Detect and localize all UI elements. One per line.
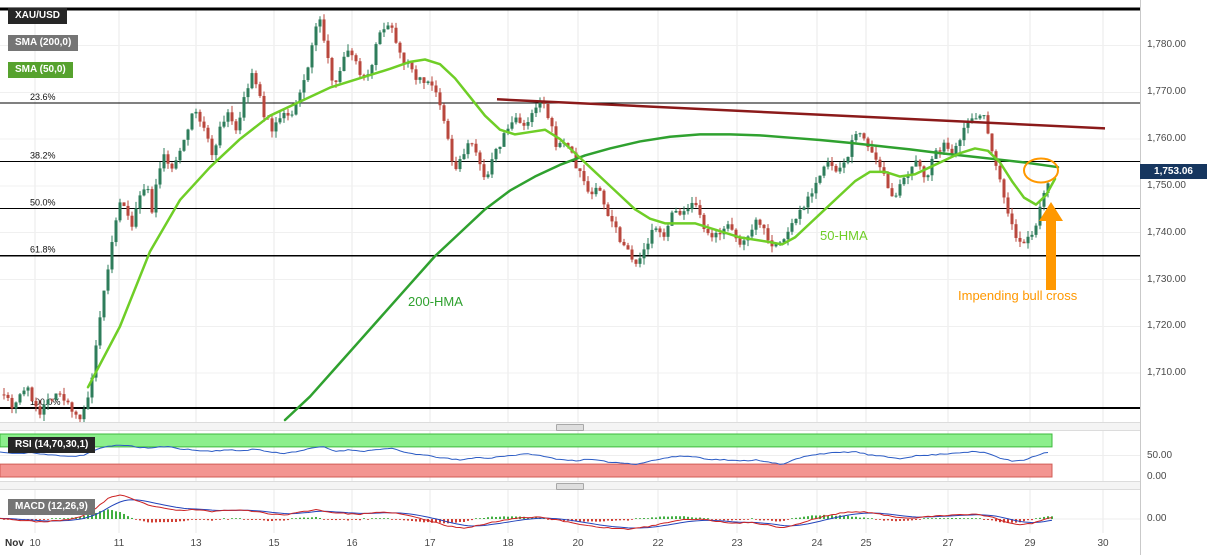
- svg-text:61.8%: 61.8%: [30, 245, 56, 255]
- up-arrow-icon: [1039, 202, 1063, 290]
- time-tick-label: 15: [268, 538, 280, 549]
- macd-tick-label: 0.00: [1147, 513, 1167, 524]
- hma200-line: [283, 133, 1060, 422]
- svg-text:38.2%: 38.2%: [30, 151, 56, 161]
- macd-line: [0, 494, 1053, 531]
- time-tick-label: 29: [1024, 538, 1036, 549]
- fibonacci-levels: 23.6% 38.2% 50.0% 61.8% 100.0%: [0, 7, 1140, 409]
- svg-text:50.0%: 50.0%: [30, 197, 56, 207]
- bull-cross-circle-icon: [1023, 157, 1059, 184]
- time-axis-month-label: Nov: [5, 538, 24, 549]
- rsi-tick-label: 50.00: [1147, 449, 1173, 461]
- time-tick-label: 17: [424, 538, 436, 549]
- price-tick-label: 1,710.00: [1147, 367, 1186, 379]
- bull-cross-annotation-label: Impending bull cross: [958, 288, 1078, 303]
- rsi-tick-label: 0.00: [1147, 471, 1167, 482]
- time-tick-label: 16: [346, 538, 358, 549]
- macd-signal-line: [0, 499, 1053, 529]
- time-tick-label: 25: [860, 538, 872, 549]
- pane-resize-handle-icon[interactable]: [556, 483, 584, 490]
- price-tick-label: 1,750.00: [1147, 179, 1186, 191]
- hma200-annotation-label: 200-HMA: [408, 294, 463, 309]
- grid-lines: [0, 8, 1140, 533]
- pane-separator-macd[interactable]: [0, 481, 1140, 490]
- symbol-badge: XAU/USD: [8, 8, 68, 24]
- time-tick-label: 18: [502, 538, 514, 549]
- rsi-pane: [0, 433, 1140, 478]
- time-tick-label: 27: [942, 538, 954, 549]
- sma50-legend-badge[interactable]: SMA (50,0): [8, 62, 73, 78]
- current-price-badge: 1,753.06: [1140, 164, 1207, 180]
- sma200-legend-badge[interactable]: SMA (200,0): [8, 35, 79, 51]
- price-tick-label: 1,760.00: [1147, 133, 1186, 145]
- hma50-line: [86, 58, 1057, 389]
- time-axis[interactable]: Nov 10 11 13 15 16 17 18 20 22 23 24 25 27 29 30: [0, 533, 1140, 555]
- hma50-annotation-label: 50-HMA: [820, 228, 868, 243]
- time-tick-label: 23: [731, 538, 743, 549]
- time-tick-label: 10: [29, 538, 41, 549]
- rsi-line: [0, 444, 1049, 465]
- price-axis[interactable]: 1,780.00 1,770.00 1,760.00 1,750.00 1,740.00…: [1140, 0, 1207, 555]
- time-tick-label: 24: [811, 538, 823, 549]
- rsi-indicator-badge[interactable]: RSI (14,70,30,1): [8, 437, 96, 453]
- price-tick-label: 1,740.00: [1147, 226, 1186, 238]
- svg-text:23.6%: 23.6%: [30, 92, 56, 102]
- time-tick-label: 13: [190, 538, 202, 549]
- time-tick-label: 11: [113, 538, 125, 549]
- price-tick-label: 1,780.00: [1147, 39, 1186, 51]
- resistance-trendline[interactable]: [496, 98, 1106, 130]
- pane-separator-rsi[interactable]: [0, 422, 1140, 431]
- macd-pane: [0, 494, 1140, 531]
- time-tick-label: 30: [1097, 538, 1109, 549]
- time-tick-label: 22: [652, 538, 664, 549]
- macd-indicator-badge[interactable]: MACD (12,26,9): [8, 499, 95, 515]
- price-tick-label: 1,720.00: [1147, 320, 1186, 332]
- candlestick-chart[interactable]: 23.6% 38.2% 50.0% 61.8% 100.0%: [0, 0, 1140, 555]
- svg-text:100.0%: 100.0%: [30, 397, 61, 407]
- price-tick-label: 1,770.00: [1147, 86, 1186, 98]
- price-tick-label: 1,730.00: [1147, 273, 1186, 285]
- time-tick-label: 20: [572, 538, 584, 549]
- pane-resize-handle-icon[interactable]: [556, 424, 584, 431]
- candles: [2, 14, 1050, 425]
